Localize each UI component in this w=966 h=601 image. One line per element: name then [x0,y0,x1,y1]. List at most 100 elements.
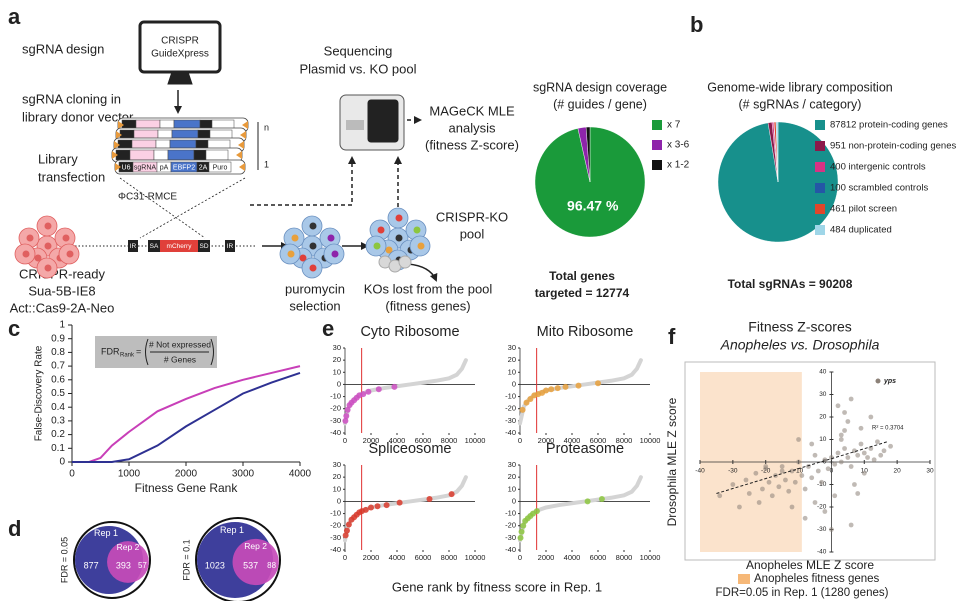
x-tick-label: -30 [728,468,738,475]
venn-set [107,541,149,583]
panel-a-shapes [75,20,438,282]
y-axis-label: False-Discovery Rate [34,345,45,441]
data-point [523,399,530,406]
x-tick-label: 2000 [363,553,380,562]
data-label: 96.47 % [567,197,619,213]
venn-outline [195,517,281,601]
data-point [835,450,841,456]
set-count: 877 [84,560,99,570]
panel-label: e [322,316,334,341]
formula-text: # Genes [164,354,196,364]
x-tick-label: 4000 [564,436,581,445]
data-point [345,521,352,528]
data-point [554,385,561,392]
x-tick-label: 4000 [289,469,312,480]
data-point [779,468,785,474]
y-tick-label: 0.4 [51,402,65,413]
panel-label: a [8,4,21,29]
nucleus [66,250,74,258]
cassette-label: SD [199,243,208,250]
x-axis-label: Fitness Gene Rank [135,481,239,495]
chart-footer: targeted = 12774 [535,286,630,300]
data-point [802,515,808,521]
data-point [730,482,736,487]
venn-label: FDR = 0.05 [59,537,69,583]
formula-text: = [136,346,141,356]
data-point [861,450,867,456]
data-point [796,437,801,442]
x-tick-label: 8000 [441,553,458,562]
data-point [766,479,772,485]
y-tick-label: -20 [505,521,516,530]
data-point [375,386,382,393]
x-tick-label: 0 [343,553,347,562]
data-point [598,496,605,502]
data-point [871,457,877,463]
nucleus [395,214,403,222]
x-tick-label: 20 [894,468,902,475]
y-tick-label: 10 [508,367,516,376]
y-tick-label: -40 [330,545,341,554]
x-axis-label: Anopheles MLE Z score [746,558,874,572]
panel-label: d [8,516,21,541]
y-tick-label: 0.7 [51,361,65,372]
nucleus [26,234,34,242]
cell-line: Sua-5B-IE8 [28,283,95,298]
data-point [812,452,818,458]
sequencer-front [367,99,399,143]
y-tick-label: 40 [819,369,827,376]
x-tick-label: 6000 [415,553,432,562]
legend-swatch [815,183,825,193]
set-label: Rep 2 [244,541,267,551]
dead-cell [398,255,412,269]
y-tick-label: 0 [823,459,827,466]
y-tick-label: 1 [59,320,65,331]
y-tick-label: 0 [59,457,65,468]
cassette-label: IR [227,243,234,250]
data-point [344,406,351,413]
data-point [448,491,455,498]
x-tick-label: 8000 [616,436,633,445]
set-count: 393 [116,560,131,570]
legend-swatch [652,160,662,170]
set-count: 88 [267,561,276,570]
legend-label: x 3-6 [667,140,690,151]
y-tick-label: -10 [330,509,341,518]
cassette-element [198,240,210,252]
x-tick-label: 3000 [232,469,255,480]
y-tick-label: -40 [330,428,341,437]
software-name: GuideXpress [151,49,209,60]
data-point [520,522,527,529]
nucleus [377,226,385,234]
y-tick-label: -20 [330,521,341,530]
data-point [779,464,785,469]
formula-text: # Not expressed [149,339,211,349]
legend-swatch [815,120,825,130]
data-point [878,452,884,458]
legend-swatch [652,140,662,150]
data-point [543,387,549,394]
step-label: selection [289,298,340,313]
x-tick-label: 4000 [389,436,406,445]
x-tick-label: 0 [518,553,522,562]
data-point [789,504,795,510]
x-tick-label: -40 [695,468,705,475]
nucleus [309,242,317,250]
y-tick-label: -30 [505,416,516,425]
y-tick-label: 0 [512,496,516,505]
nucleus [62,234,70,242]
nucleus [395,234,403,242]
chart-title: Proteasome [546,441,624,457]
y-tick-label: 20 [508,472,516,481]
legend-label: 484 duplicated [830,225,892,236]
data-point [802,486,808,492]
data-point [792,479,798,485]
panel-label: b [690,12,703,37]
pie-slice [585,126,591,183]
x-tick-label: 1000 [118,469,141,480]
recombination-lines [119,177,246,239]
data-point [368,504,374,511]
chart-subtitle: Anopheles vs. Drosophila [720,337,880,353]
y-tick-label: 30 [819,391,827,398]
legend-swatch [652,120,662,130]
